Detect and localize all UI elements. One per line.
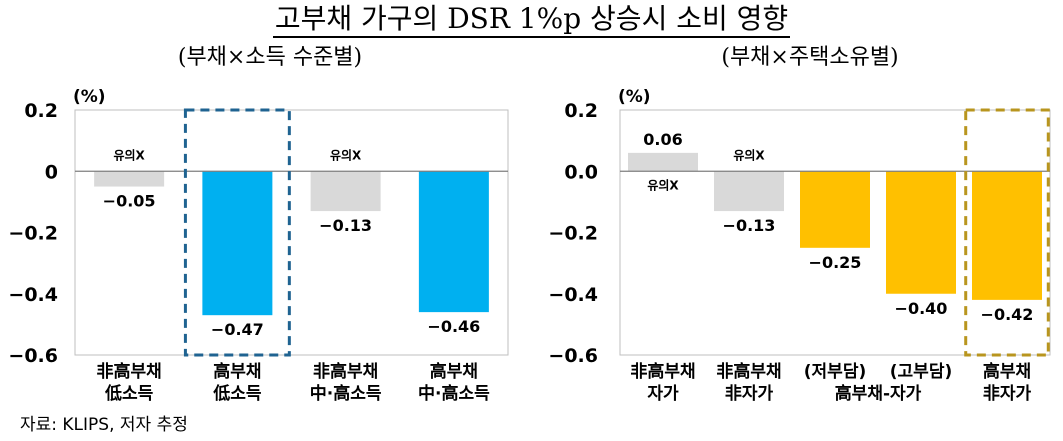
right-value-label: −0.25 [809, 253, 862, 272]
right-bar [972, 171, 1042, 300]
right-category-label: 非자가 [983, 383, 1032, 404]
left-bar [310, 171, 381, 212]
right-category-label: 非자가 [725, 383, 774, 404]
right-y-tick-label: −0.2 [548, 223, 598, 245]
right-y-tick-label: −0.4 [548, 284, 598, 306]
right-value-label: 0.06 [643, 130, 682, 149]
left-bar [202, 171, 273, 316]
right-significance-annotation: 유의X [647, 177, 679, 192]
right-plot-area [619, 109, 1051, 356]
left-chart: 0.20−0.2−0.4−0.6(%)−0.05유의X非高부채低소득−0.47高… [8, 87, 509, 404]
right-bar [628, 152, 698, 172]
left-category-label: 非高부채 [313, 361, 378, 382]
right-category-label: (고부담) [890, 362, 952, 382]
right-y-tick-label: 0.0 [564, 161, 598, 183]
right-value-label: −0.42 [981, 305, 1034, 324]
left-bar [94, 171, 165, 187]
left-chart-subtitle: (부채×소득 수준별) [177, 45, 363, 70]
right-group-category-label: 高부채-자가 [835, 383, 922, 404]
left-y-unit-label: (%) [73, 87, 106, 107]
source-note: 자료: KLIPS, 저자 추정 [20, 415, 188, 435]
chart-title: 고부채 가구의 DSR 1%p 상승시 소비 영향 [0, 2, 1063, 38]
right-category-label: 非高부채 [630, 361, 695, 382]
right-bar [800, 171, 870, 248]
right-bar [714, 171, 784, 212]
right-category-label: 高부채 [983, 361, 1031, 382]
right-value-label: −0.13 [723, 216, 776, 235]
left-value-label: −0.13 [319, 216, 372, 235]
left-category-label: 中·高소득 [418, 383, 490, 404]
right-category-label: 자가 [647, 384, 679, 404]
left-significance-annotation: 유의X [330, 147, 362, 162]
left-highlight-box [183, 108, 291, 357]
left-category-label: 中·高소득 [310, 383, 382, 404]
left-plot-area [74, 109, 509, 356]
right-category-label: 非高부채 [716, 361, 781, 382]
right-bar [886, 171, 956, 294]
right-chart: 0.20.0−0.2−0.4−0.6(%)0.06유의X非高부채자가−0.13유… [548, 87, 1051, 404]
right-highlight-box [964, 108, 1050, 357]
left-y-tick-label: −0.2 [8, 223, 58, 245]
left-y-tick-label: 0.2 [24, 100, 58, 122]
right-significance-annotation: 유의X [733, 147, 765, 162]
left-category-label: 高부채 [430, 361, 478, 382]
left-value-label: −0.46 [427, 317, 480, 336]
right-value-label: −0.40 [895, 299, 948, 318]
left-category-label: 高부채 [213, 361, 261, 382]
left-value-label: −0.05 [103, 192, 156, 211]
left-bar [418, 171, 489, 313]
chart-title-text: 고부채 가구의 DSR 1%p 상승시 소비 영향 [272, 2, 791, 38]
left-value-label: −0.47 [211, 320, 264, 339]
left-category-label: 低소득 [212, 383, 262, 404]
right-y-tick-label: 0.2 [564, 100, 598, 122]
left-y-tick-label: −0.6 [8, 345, 58, 367]
left-y-tick-label: −0.4 [8, 284, 58, 306]
left-y-tick-label: 0 [45, 161, 58, 183]
left-significance-annotation: 유의X [113, 147, 145, 162]
right-y-unit-label: (%) [618, 87, 651, 107]
left-category-label: 非高부채 [96, 361, 161, 382]
right-chart-subtitle: (부채×주택소유별) [721, 45, 899, 70]
left-category-label: 低소득 [104, 383, 154, 404]
right-category-label: (저부담) [804, 362, 866, 382]
right-y-tick-label: −0.6 [548, 345, 598, 367]
